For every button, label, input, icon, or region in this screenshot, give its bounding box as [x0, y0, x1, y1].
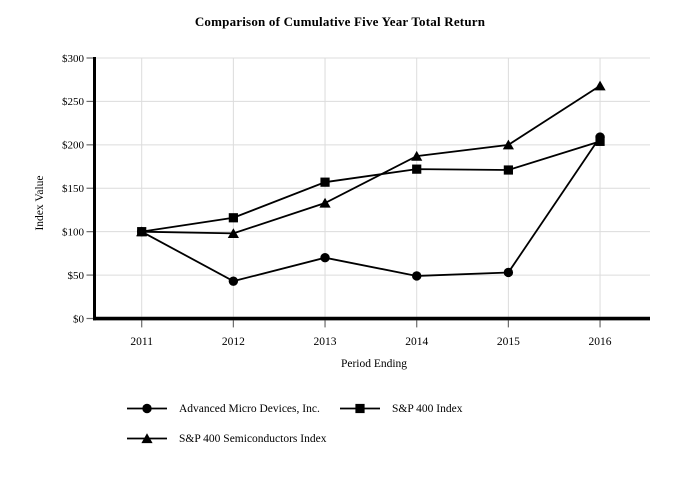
square-marker — [320, 177, 330, 187]
square-marker-icon — [340, 403, 380, 414]
y-tick-label: $150 — [62, 183, 85, 195]
square-marker — [503, 165, 513, 175]
legend-item-sp400-semis: S&P 400 Semiconductors Index — [127, 431, 326, 446]
x-tick-label: 2016 — [589, 336, 612, 348]
circle-marker-icon — [127, 403, 167, 414]
x-tick-label: 2011 — [130, 336, 153, 348]
triangle-marker-icon — [127, 433, 167, 444]
y-tick-label: $200 — [62, 140, 85, 152]
x-axis-label: Period Ending — [340, 358, 408, 370]
square-marker — [137, 227, 147, 237]
legend-label-amd: Advanced Micro Devices, Inc. — [179, 402, 320, 415]
triangle-marker — [594, 80, 606, 91]
square-marker — [228, 213, 238, 223]
circle-marker — [503, 267, 514, 278]
square-marker — [595, 136, 605, 146]
circle-marker — [228, 276, 239, 286]
legend-item-amd: Advanced Micro Devices, Inc. — [127, 401, 320, 416]
y-tick-label: $300 — [62, 53, 85, 65]
series-line — [141, 140, 601, 233]
chart-title: Comparison of Cumulative Five Year Total… — [194, 14, 486, 29]
legend-label-sp400: S&P 400 Index — [392, 402, 463, 415]
x-tick-label: 2015 — [497, 336, 520, 348]
x-tick-label: 2013 — [314, 336, 337, 348]
y-axis-label: Index Value — [34, 175, 46, 231]
series-line — [141, 85, 601, 235]
y-tick-label: $100 — [62, 226, 85, 238]
triangle-marker — [502, 139, 514, 150]
legend-item-sp400: S&P 400 Index — [340, 401, 463, 416]
series-line — [141, 136, 601, 283]
y-tick-label: $0 — [73, 313, 85, 325]
square-marker — [412, 164, 422, 174]
y-tick-label: $50 — [68, 270, 85, 282]
x-tick-label: 2012 — [222, 336, 245, 348]
y-tick-label: $250 — [62, 96, 85, 108]
x-tick-label: 2014 — [405, 336, 428, 348]
legend-label-sp400-semis: S&P 400 Semiconductors Index — [179, 432, 327, 445]
circle-marker — [320, 253, 330, 263]
triangle-marker — [411, 150, 423, 161]
circle-marker — [412, 271, 422, 281]
triangle-marker — [319, 197, 331, 208]
triangle-marker — [227, 228, 239, 239]
